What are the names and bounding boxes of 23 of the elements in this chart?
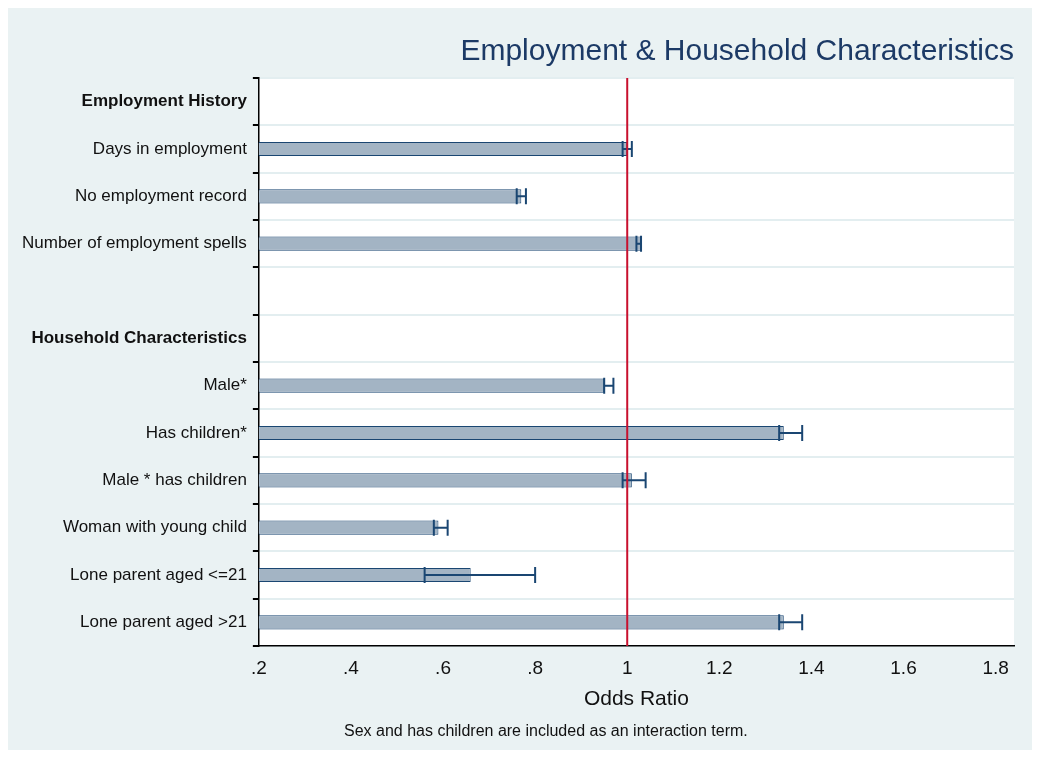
x-tick-label: .4: [343, 656, 360, 678]
x-tick-label: 1.8: [982, 656, 1009, 678]
chart-title: Employment & Household Characteristics: [460, 33, 1014, 67]
y-tick-label: Woman with young child: [62, 517, 247, 537]
x-axis-title: Odds Ratio: [583, 686, 689, 710]
y-tick-label: No employment record: [74, 186, 247, 206]
y-tick-label: Has children*: [145, 422, 248, 442]
y-tick-label: Lone parent aged <=21: [70, 564, 247, 584]
x-tick-label: .8: [527, 656, 544, 678]
y-tick-label: Male * has children: [102, 470, 247, 490]
x-tick-label: 1: [621, 656, 633, 678]
x-tick-label: .2: [250, 656, 267, 678]
y-tick-label: Employment History: [81, 91, 248, 111]
text: Sex and has children are included as an interaction term.: [344, 722, 748, 739]
x-tick-label: .6: [435, 656, 451, 678]
y-tick-label: Male*: [203, 375, 248, 395]
y-tick-label: Days in employment: [92, 138, 248, 158]
y-tick-label: Number of employment spells: [21, 233, 247, 253]
x-tick-label: 1.2: [706, 656, 733, 678]
x-tick-label: 1.4: [798, 656, 826, 678]
x-tick-label: 1.6: [890, 656, 917, 678]
y-tick-label: Household Characteristics: [31, 328, 247, 348]
y-tick-label: Lone parent aged >21: [80, 612, 247, 632]
